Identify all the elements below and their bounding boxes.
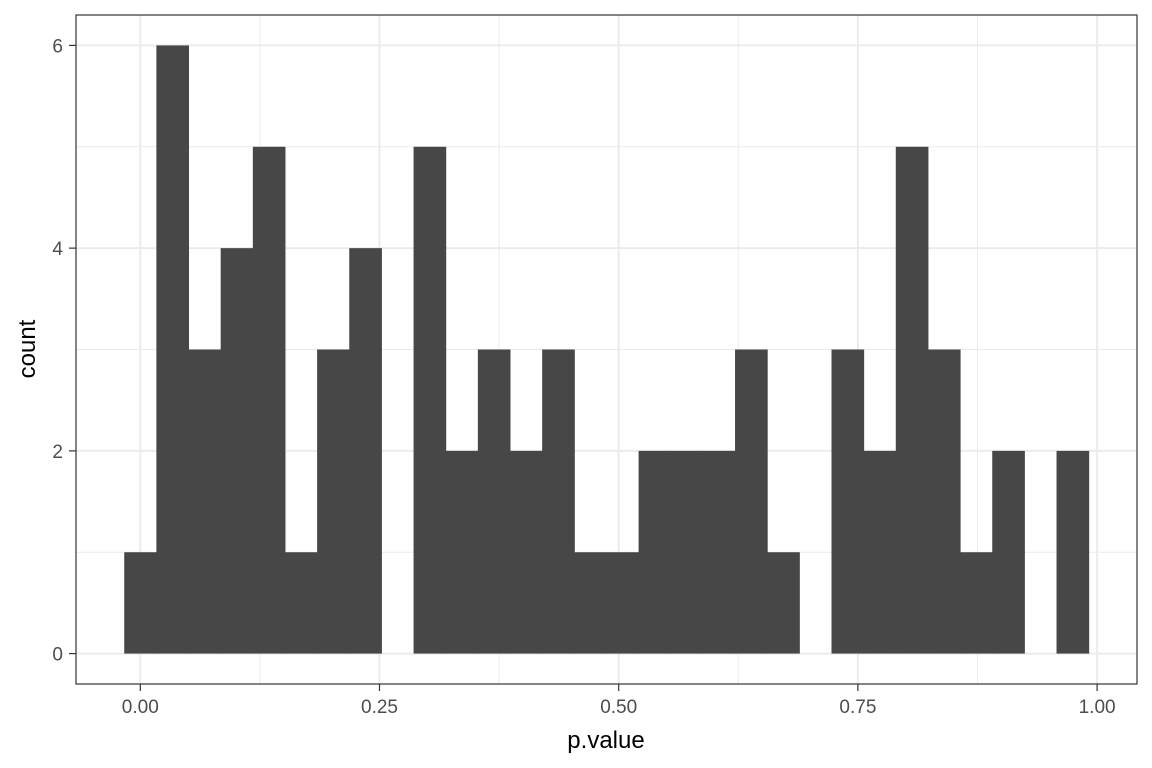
x-axis-title: p.value [567,727,644,754]
panel-border [75,14,1138,685]
histogram-bar [702,450,736,654]
histogram-bar [510,450,543,654]
histogram-bars [124,45,1090,654]
histogram-bar [349,248,382,654]
histogram-bar [992,450,1025,654]
histogram-bar [542,349,575,654]
y-axis-title: count [14,319,41,378]
histogram-bar [767,552,800,654]
histogram-bar [927,349,961,654]
histogram-bar [670,450,704,654]
histogram-bar [960,552,993,654]
x-axis-ticks: 0.00 0.25 0.50 0.75 1.00 [122,684,1116,718]
histogram-bar [477,349,511,654]
histogram-bar [1056,450,1090,654]
y-tick-label: 2 [52,442,63,463]
x-tick-label: 0.25 [361,697,398,718]
x-tick-label: 0.75 [839,697,876,718]
histogram-bar [638,450,672,654]
y-tick-label: 0 [52,645,63,666]
histogram-bar [188,349,222,654]
x-tick-label: 0.50 [600,697,637,718]
histogram-bar [124,552,157,654]
y-tick-label: 4 [52,239,63,260]
x-tick-label: 0.00 [122,697,159,718]
histogram-bar [156,45,190,654]
histogram-bar [317,349,350,654]
histogram-bar [863,450,897,654]
histogram-bar [606,552,640,654]
histogram-bar [735,349,768,654]
histogram-bar [220,248,254,654]
histogram-bar [895,146,929,654]
histogram-bar [252,146,286,654]
y-tick-label: 6 [52,36,63,57]
histogram-bar [413,146,447,654]
y-axis-ticks: 0 2 4 6 [52,36,76,666]
histogram-bar [284,552,318,654]
histogram-bar [831,349,865,654]
histogram-bar [574,552,607,654]
histogram-bar [445,450,479,654]
x-tick-label: 1.00 [1079,697,1116,718]
